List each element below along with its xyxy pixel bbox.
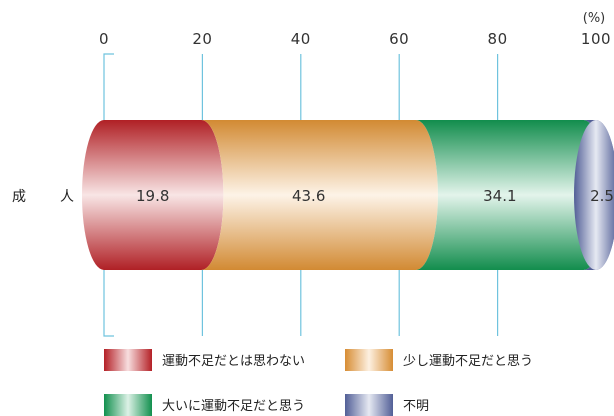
x-tick-label: 80 [488, 30, 508, 48]
legend-swatch [104, 394, 152, 416]
legend-label: 運動不足だとは思わない [162, 354, 305, 369]
bar-segments [82, 120, 614, 270]
unit-label: (%) [583, 11, 606, 26]
legend-label: 大いに運動不足だと思う [162, 399, 305, 414]
x-tick-label: 20 [192, 30, 212, 48]
value-label: 34.1 [483, 187, 516, 205]
bar-segment [82, 120, 224, 270]
legend-label: 少し運動不足だと思う [403, 354, 533, 369]
value-label: 2.5 [590, 187, 614, 205]
bar-end-cap [574, 120, 614, 270]
x-tick-label: 40 [291, 30, 311, 48]
value-label: 43.6 [292, 187, 325, 205]
x-tick-label: 0 [99, 30, 109, 48]
value-labels: 19.8 43.6 34.1 2.5 [136, 187, 614, 205]
bar-segment [201, 120, 438, 270]
legend-swatch [104, 349, 152, 371]
x-tick-label: 60 [389, 30, 409, 48]
bar-segment [415, 120, 606, 270]
x-axis: 0 20 40 60 80 100 [99, 30, 611, 48]
legend-label: 不明 [403, 399, 429, 414]
row-label: 成 人 [12, 189, 84, 205]
legend-swatch [345, 349, 393, 371]
legend-swatch [345, 394, 393, 416]
value-label: 19.8 [136, 187, 169, 205]
x-tick-label: 100 [581, 30, 611, 48]
